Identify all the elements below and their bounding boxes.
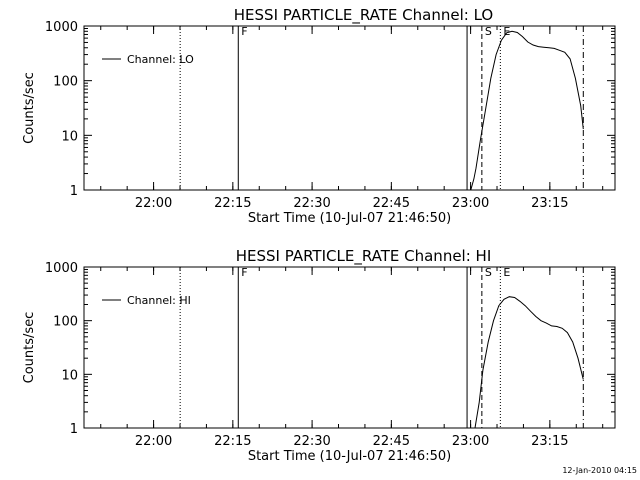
panel-hi: HESSI PARTICLE_RATE Channel: HI 1 10 100 100… [22,247,616,464]
x-tick-label: 23:15 [531,434,568,449]
y-tick-label: 1 [70,184,78,199]
event-marker-label: S [485,25,492,38]
panel-lo: HESSI PARTICLE_RATE Channel: LO 1 10 100 100… [22,6,616,226]
chart-title: HESSI PARTICLE_RATE Channel: HI [236,247,492,266]
plot-frame [83,25,616,191]
x-axis-label: Start Time (10-Jul-07 21:46:50) [248,449,451,464]
y-tick-label: 10 [61,368,78,383]
y-tick-label: 1 [70,422,78,437]
timestamp: 12-Jan-2010 04:15 [562,466,637,475]
x-tick-label: 23:15 [531,196,568,211]
y-tick-label: 100 [53,315,78,330]
y-axis-label: Counts/sec [22,72,37,144]
chart-title: HESSI PARTICLE_RATE Channel: LO [234,6,493,25]
x-tick-label: 22:15 [214,196,251,211]
x-tick-label: 22:15 [214,434,251,449]
event-marker-label: F [241,266,247,279]
plot-frame [83,266,616,429]
series-line [474,296,584,429]
y-tick-label: 1000 [45,20,78,35]
x-tick-label: 23:00 [452,434,489,449]
x-tick-label: 22:45 [373,434,410,449]
x-axis-label: Start Time (10-Jul-07 21:46:50) [248,211,451,226]
event-marker-label: E [503,25,510,38]
legend-label: Channel: HI [127,294,191,307]
y-tick-label: 100 [53,75,78,90]
x-tick-label: 22:30 [293,434,330,449]
event-marker-label: S [485,266,492,279]
x-tick-label: 23:00 [452,196,489,211]
x-tick-label: 22:00 [135,196,172,211]
event-marker-label: E [503,266,510,279]
y-tick-label: 1000 [45,261,78,276]
y-tick-label: 10 [61,129,78,144]
y-axis-label: Counts/sec [22,312,37,384]
x-tick-label: 22:00 [135,434,172,449]
series-line [470,30,584,191]
legend-label: Channel: LO [127,53,194,66]
x-tick-label: 22:45 [373,196,410,211]
x-tick-label: 22:30 [293,196,330,211]
event-marker-label: F [241,25,247,38]
